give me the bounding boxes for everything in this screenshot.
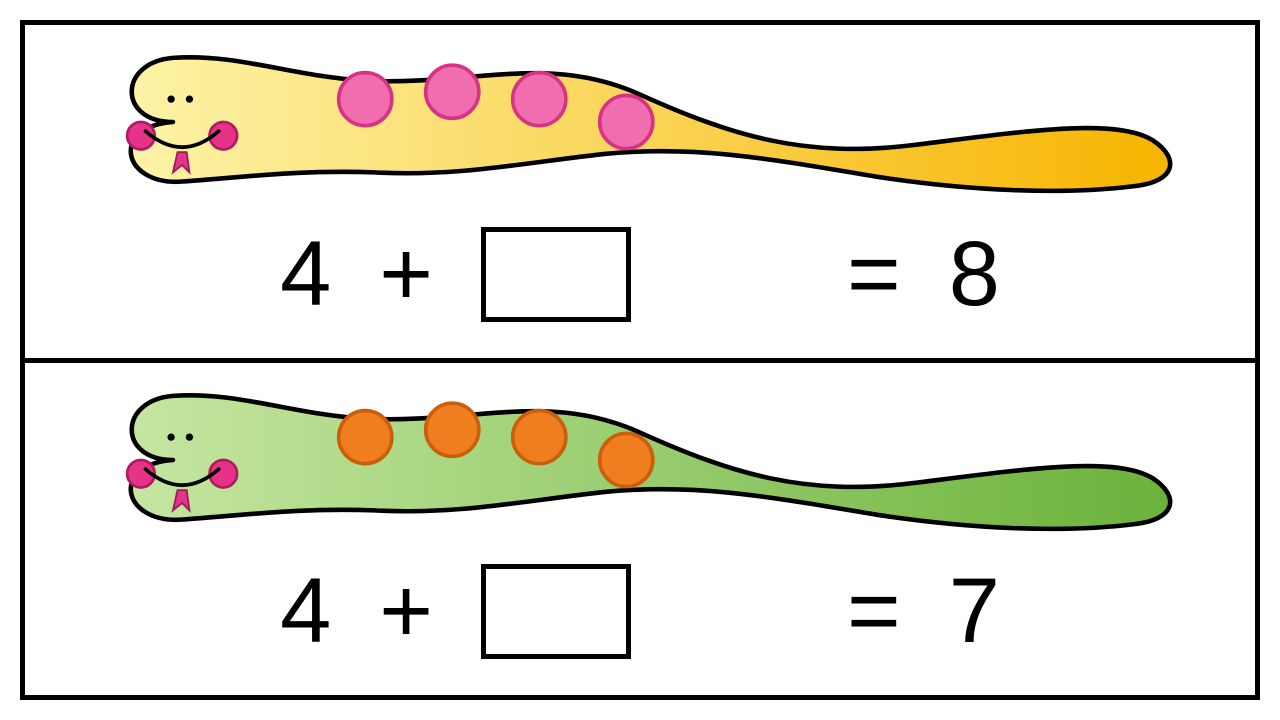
- worksheet: 4 + = 8: [20, 20, 1260, 700]
- problem-2: 4 + = 7: [25, 363, 1255, 696]
- operator-plus: +: [379, 222, 433, 327]
- answer-box-1[interactable]: [481, 227, 631, 322]
- equation-2: 4 + = 7: [45, 547, 1235, 686]
- equals-sign: =: [847, 222, 901, 327]
- problem-1: 4 + = 8: [25, 25, 1255, 363]
- equation-1: 4 + = 8: [45, 209, 1235, 348]
- result-value: 8: [949, 222, 1000, 327]
- answer-box-2[interactable]: [481, 564, 631, 659]
- snake-illustration-1: [45, 35, 1235, 209]
- operand-left: 4: [280, 222, 331, 327]
- result-value: 7: [949, 559, 1000, 664]
- equals-sign: =: [847, 559, 901, 664]
- snake-illustration-2: [45, 373, 1235, 547]
- operator-plus: +: [379, 559, 433, 664]
- operand-left: 4: [280, 559, 331, 664]
